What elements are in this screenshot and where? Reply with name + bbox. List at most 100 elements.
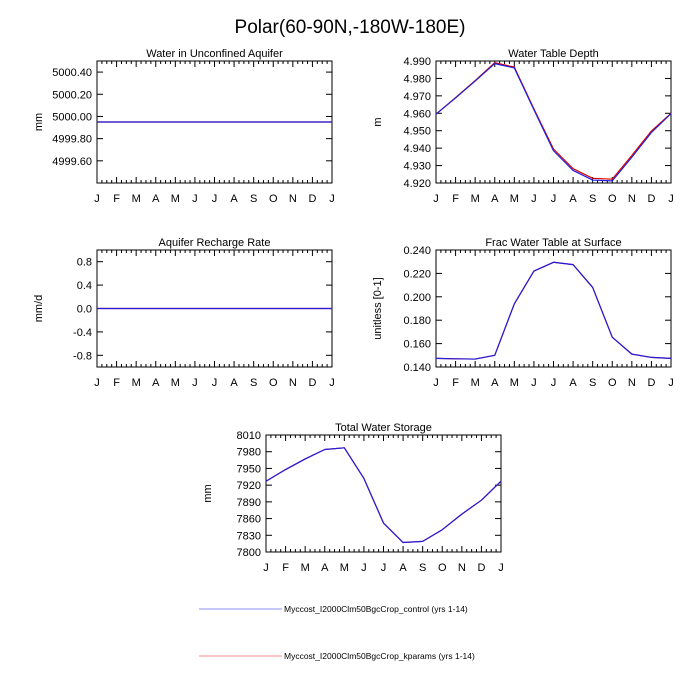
y-tick-label: 7950 (237, 463, 261, 475)
legend-label-kparams: Myccost_I2000Clm50BgcCrop_kparams (yrs 1… (284, 651, 475, 661)
x-tick-label: J (531, 377, 537, 389)
series-line-control (265, 447, 502, 544)
chart-title: Water in Unconfined Aquifer (146, 48, 283, 60)
y-tick-label: 0.4 (77, 280, 92, 292)
x-tick-label: J (329, 193, 335, 205)
x-tick-label: J (668, 193, 674, 205)
chart-title: Aquifer Recharge Rate (159, 237, 271, 249)
y-tick-label: 4.960 (403, 108, 431, 120)
y-tick-label: 4999.60 (52, 156, 92, 168)
x-tick-label: J (212, 377, 218, 389)
x-tick-label: J (551, 377, 557, 389)
x-tick-label: O (269, 377, 278, 389)
x-tick-label: J (212, 193, 218, 205)
y-tick-label: -0.8 (73, 350, 92, 362)
x-tick-label: A (491, 377, 499, 389)
legend-item-control: Myccost_I2000Clm50BgcCrop_control (yrs 1… (199, 604, 468, 614)
y-tick-label: 5000.20 (52, 89, 92, 101)
x-tick-label: F (113, 377, 120, 389)
x-tick-label: M (132, 193, 141, 205)
chart-title: Total Water Storage (335, 422, 432, 434)
x-tick-label: S (589, 377, 596, 389)
y-tick-label: 4.930 (403, 161, 431, 173)
y-tick-label: 0.160 (403, 339, 431, 351)
series-line-control (435, 63, 672, 182)
x-tick-label: F (282, 562, 289, 574)
x-tick-label: A (399, 562, 407, 574)
x-tick-label: A (491, 193, 499, 205)
y-tick-label: -0.4 (73, 327, 92, 339)
y-tick-label: 4.970 (403, 91, 431, 103)
x-tick-label: N (628, 377, 636, 389)
x-tick-label: J (551, 193, 557, 205)
legend-item-kparams: Myccost_I2000Clm50BgcCrop_kparams (yrs 1… (199, 651, 475, 661)
x-tick-label: J (498, 562, 504, 574)
x-tick-label: N (289, 377, 297, 389)
x-tick-label: O (269, 193, 278, 205)
x-tick-label: O (438, 562, 447, 574)
legend-label-control: Myccost_I2000Clm50BgcCrop_control (yrs 1… (284, 604, 468, 614)
x-tick-label: J (263, 562, 269, 574)
y-tick-label: 0.8 (77, 257, 92, 269)
y-tick-label: 7920 (237, 480, 261, 492)
y-tick-label: 0.240 (403, 245, 431, 257)
x-tick-label: F (113, 193, 120, 205)
x-tick-label: J (433, 193, 439, 205)
x-tick-label: N (458, 562, 466, 574)
x-tick-label: A (321, 562, 329, 574)
y-tick-label: 8010 (237, 430, 261, 442)
x-tick-label: J (361, 562, 367, 574)
x-tick-label: F (452, 193, 459, 205)
plot-frame (435, 249, 672, 368)
x-tick-label: J (94, 377, 100, 389)
x-tick-label: S (250, 193, 257, 205)
x-tick-label: J (192, 193, 198, 205)
series-line-control (435, 261, 672, 360)
x-tick-label: F (452, 377, 459, 389)
y-axis-label: unitless [0-1] (372, 277, 384, 339)
y-axis-label: mm (33, 113, 45, 131)
x-tick-label: A (569, 193, 577, 205)
x-tick-label: M (132, 377, 141, 389)
y-tick-label: 0.220 (403, 268, 431, 280)
plot-frame (435, 60, 672, 184)
series-line-kparams (435, 261, 672, 360)
y-tick-label: 7980 (237, 447, 261, 459)
x-tick-label: N (289, 193, 297, 205)
x-tick-label: M (301, 562, 310, 574)
x-tick-label: D (647, 193, 655, 205)
y-tick-label: 0.200 (403, 292, 431, 304)
x-tick-label: D (308, 193, 316, 205)
x-tick-label: J (668, 377, 674, 389)
x-tick-label: O (608, 193, 617, 205)
plot-frame (265, 434, 502, 553)
y-tick-label: 4999.80 (52, 134, 92, 146)
panel-frac-water-table-surface: Frac Water Table at Surface unitless [0-1… (372, 237, 674, 389)
y-tick-label: 4.920 (403, 178, 431, 190)
x-tick-label: M (510, 377, 519, 389)
legend: Myccost_I2000Clm50BgcCrop_control (yrs 1… (199, 604, 475, 661)
x-tick-label: M (171, 193, 180, 205)
x-tick-label: M (471, 377, 480, 389)
x-tick-label: A (152, 193, 160, 205)
y-tick-label: 4.940 (403, 143, 431, 155)
x-tick-label: A (230, 377, 238, 389)
y-tick-label: 7830 (237, 530, 261, 542)
x-tick-label: J (94, 193, 100, 205)
y-tick-label: 4.990 (403, 56, 431, 68)
x-tick-label: S (250, 377, 257, 389)
x-tick-label: N (628, 193, 636, 205)
x-tick-label: J (381, 562, 387, 574)
x-tick-label: O (608, 377, 617, 389)
x-tick-label: J (192, 377, 198, 389)
y-tick-label: 7800 (237, 547, 261, 559)
x-tick-label: M (171, 377, 180, 389)
x-tick-label: J (531, 193, 537, 205)
y-tick-label: 0.0 (77, 304, 92, 316)
x-tick-label: J (433, 377, 439, 389)
